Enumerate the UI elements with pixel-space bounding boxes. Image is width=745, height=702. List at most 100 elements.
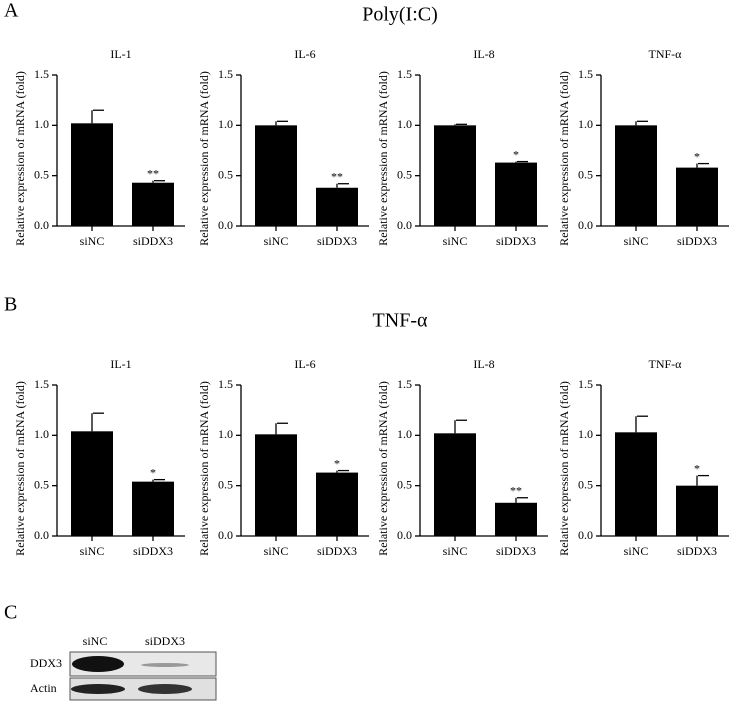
y-tick-label: 1.5	[218, 67, 233, 81]
bar	[495, 162, 537, 226]
y-tick-label: 0.0	[34, 218, 49, 232]
y-tick-label: 0.0	[578, 218, 593, 232]
y-tick-label: 1.0	[397, 117, 412, 131]
row-label: Actin	[30, 681, 57, 695]
bar	[615, 432, 657, 536]
bar	[434, 433, 476, 536]
y-tick-label: 0.5	[578, 477, 593, 491]
bar	[132, 481, 174, 536]
bar	[316, 187, 358, 226]
x-tick-label: siDDX3	[677, 544, 717, 558]
y-tick-label: 1.5	[34, 377, 49, 391]
x-tick-label: siNC	[80, 234, 105, 248]
bar	[615, 125, 657, 226]
y-tick-label: 0.0	[397, 528, 412, 542]
y-tick-label: 1.5	[397, 67, 412, 81]
y-tick-label: 0.5	[34, 167, 49, 181]
blot-band	[72, 656, 124, 672]
y-tick-label: 1.0	[578, 117, 593, 131]
bar	[255, 434, 297, 536]
bar	[71, 123, 113, 226]
x-tick-label: siNC	[624, 544, 649, 558]
blot-band	[141, 663, 189, 667]
x-tick-label: siDDX3	[133, 544, 173, 558]
chart-title: IL-1	[110, 47, 131, 61]
x-tick-label: siNC	[264, 234, 289, 248]
x-tick-label: siNC	[443, 234, 468, 248]
section-title: TNF-α	[373, 310, 428, 332]
bar	[132, 182, 174, 226]
blot-band	[71, 684, 125, 694]
significance-mark: *	[150, 465, 156, 479]
y-tick-label: 0.5	[34, 477, 49, 491]
lane-label: siDDX3	[145, 634, 185, 648]
bar	[71, 431, 113, 536]
y-tick-label: 0.5	[578, 167, 593, 181]
bar	[255, 125, 297, 226]
y-axis-label: Relative expression of mRNA (fold)	[376, 381, 390, 556]
y-axis-label: Relative expression of mRNA (fold)	[197, 381, 211, 556]
y-tick-label: 0.0	[218, 528, 233, 542]
y-axis-label: Relative expression of mRNA (fold)	[13, 71, 27, 246]
x-tick-label: siNC	[80, 544, 105, 558]
chart-title: IL-1	[110, 357, 131, 371]
chart-title: IL-8	[473, 47, 494, 61]
y-tick-label: 1.0	[578, 427, 593, 441]
y-axis-label: Relative expression of mRNA (fold)	[13, 381, 27, 556]
chart-title: TNF-α	[649, 357, 683, 371]
y-tick-label: 0.5	[218, 477, 233, 491]
x-tick-label: siDDX3	[317, 234, 357, 248]
row-label: DDX3	[30, 656, 62, 670]
x-tick-label: siDDX3	[496, 544, 536, 558]
y-tick-label: 0.0	[578, 528, 593, 542]
y-tick-label: 1.0	[397, 427, 412, 441]
significance-mark: **	[147, 166, 159, 180]
y-tick-label: 1.5	[578, 377, 593, 391]
y-tick-label: 1.5	[34, 67, 49, 81]
x-tick-label: siDDX3	[317, 544, 357, 558]
y-tick-label: 1.0	[218, 427, 233, 441]
bar	[434, 125, 476, 226]
significance-mark: *	[694, 149, 700, 163]
significance-mark: **	[331, 169, 343, 183]
bar	[316, 472, 358, 536]
y-tick-label: 0.0	[34, 528, 49, 542]
y-axis-label: Relative expression of mRNA (fold)	[557, 71, 571, 246]
x-tick-label: siNC	[264, 544, 289, 558]
panel-label: A	[4, 0, 19, 22]
y-tick-label: 0.5	[397, 477, 412, 491]
y-tick-label: 1.0	[34, 427, 49, 441]
panel-label: C	[4, 602, 17, 624]
y-tick-label: 1.0	[34, 117, 49, 131]
x-tick-label: siNC	[624, 234, 649, 248]
panel-label: B	[4, 294, 17, 316]
y-tick-label: 1.0	[218, 117, 233, 131]
chart-title: IL-6	[294, 47, 315, 61]
x-tick-label: siDDX3	[677, 234, 717, 248]
significance-mark: **	[510, 483, 522, 497]
significance-mark: *	[694, 461, 700, 475]
y-tick-label: 1.5	[397, 377, 412, 391]
significance-mark: *	[334, 456, 340, 470]
significance-mark: *	[513, 147, 519, 161]
y-axis-label: Relative expression of mRNA (fold)	[557, 381, 571, 556]
y-axis-label: Relative expression of mRNA (fold)	[197, 71, 211, 246]
bar	[495, 502, 537, 536]
x-tick-label: siNC	[443, 544, 468, 558]
y-tick-label: 0.0	[218, 218, 233, 232]
y-axis-label: Relative expression of mRNA (fold)	[376, 71, 390, 246]
blot-band	[138, 684, 192, 694]
lane-label: siNC	[83, 634, 108, 648]
y-tick-label: 1.5	[578, 67, 593, 81]
y-tick-label: 0.5	[397, 167, 412, 181]
section-title: Poly(I:C)	[362, 4, 438, 26]
bar	[676, 485, 718, 536]
chart-title: IL-6	[294, 357, 315, 371]
western-blot: siNC siDDX3 DDX3 Actin	[30, 634, 217, 701]
bar	[676, 167, 718, 226]
x-tick-label: siDDX3	[496, 234, 536, 248]
chart-title: IL-8	[473, 357, 494, 371]
y-tick-label: 0.0	[397, 218, 412, 232]
x-tick-label: siDDX3	[133, 234, 173, 248]
